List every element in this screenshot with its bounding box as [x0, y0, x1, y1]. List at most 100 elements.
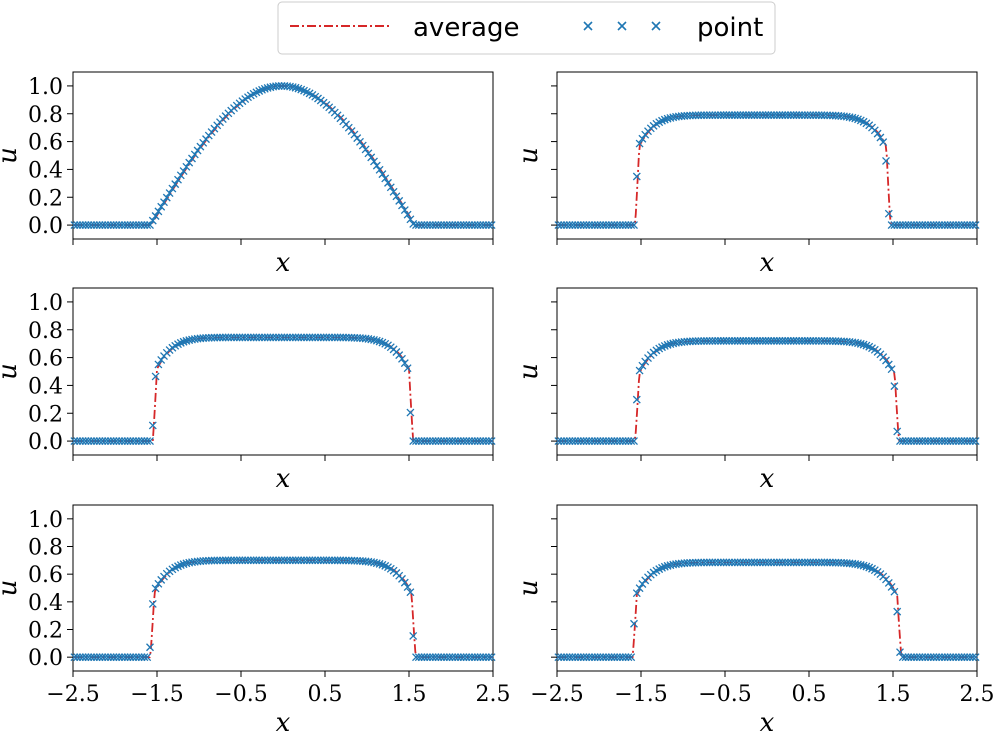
- point-marker: [602, 653, 610, 662]
- point-marker: [476, 653, 485, 662]
- point-marker: [384, 178, 392, 187]
- point-marker: [770, 558, 778, 567]
- point-marker: [462, 221, 471, 230]
- point-marker: [70, 437, 79, 446]
- point-marker: [784, 558, 792, 567]
- point-marker: [168, 184, 177, 193]
- point-marker: [554, 437, 563, 446]
- point-marker: [134, 653, 143, 662]
- point-marker: [70, 653, 79, 662]
- plot-frame: [556, 287, 978, 456]
- point-marker: [316, 333, 325, 342]
- point-marker: [260, 333, 269, 342]
- point-marker: [151, 372, 160, 381]
- point-marker: [440, 653, 448, 662]
- point-marker: [739, 558, 748, 567]
- point-marker: [297, 556, 306, 565]
- x-tick-label: −1.5: [130, 682, 183, 707]
- point-marker: [305, 556, 314, 565]
- point-marker: [557, 221, 566, 230]
- point-marker: [76, 653, 84, 662]
- point-marker: [465, 437, 474, 446]
- point-marker: [893, 607, 902, 616]
- point-marker: [607, 437, 616, 446]
- y-tick-label: 0.2: [28, 619, 63, 644]
- point-marker: [372, 161, 381, 170]
- point-marker: [747, 336, 756, 345]
- point-marker: [932, 437, 941, 446]
- point-marker: [971, 437, 980, 446]
- point-marker: [140, 221, 149, 230]
- y-tick-label: 0.4: [28, 158, 63, 183]
- point-marker: [277, 556, 286, 565]
- point-marker: [277, 333, 286, 342]
- point-marker: [95, 437, 104, 446]
- point-marker: [381, 174, 390, 183]
- point-marker: [728, 558, 736, 567]
- point-marker: [618, 653, 627, 662]
- point-marker: [901, 221, 910, 230]
- point-marker: [966, 221, 974, 230]
- point-marker: [104, 437, 112, 446]
- point-marker: [856, 561, 865, 569]
- point-marker: [579, 437, 588, 446]
- point-marker: [437, 437, 446, 446]
- point-marker: [272, 556, 280, 565]
- point-marker: [756, 558, 764, 567]
- point-marker: [635, 366, 644, 375]
- point-marker: [744, 336, 753, 345]
- point-marker: [912, 653, 921, 662]
- y-tick-label: 0.6: [28, 563, 63, 588]
- point-marker: [750, 111, 759, 120]
- point-marker: [604, 437, 613, 446]
- point-marker: [767, 336, 776, 345]
- point-marker: [747, 111, 756, 120]
- y-tick-label: 0.8: [28, 319, 63, 344]
- point-marker: [227, 556, 236, 565]
- point-marker: [120, 221, 129, 230]
- point-marker: [148, 421, 157, 430]
- point-marker: [95, 221, 104, 230]
- point-marker: [249, 556, 258, 565]
- point-marker: [90, 437, 98, 446]
- point-marker: [487, 653, 496, 662]
- point-marker: [115, 653, 124, 662]
- point-marker: [409, 437, 418, 446]
- point-marker: [630, 437, 638, 446]
- point-marker: [115, 221, 124, 230]
- point-marker: [81, 221, 90, 230]
- point-marker: [420, 437, 429, 446]
- point-marker: [562, 653, 571, 662]
- point-marker: [627, 437, 636, 446]
- point-marker: [761, 111, 770, 120]
- point-marker: [904, 653, 913, 662]
- point-marker: [596, 653, 605, 662]
- point-marker: [602, 221, 610, 230]
- point-marker: [898, 653, 907, 662]
- point-marker: [753, 558, 762, 567]
- point-marker: [932, 221, 941, 230]
- point-marker: [101, 221, 110, 230]
- point-marker: [901, 437, 910, 446]
- point-marker: [482, 437, 490, 446]
- point-marker: [896, 221, 904, 230]
- point-marker: [308, 333, 317, 342]
- point-marker: [795, 111, 804, 120]
- point-marker: [582, 221, 591, 230]
- point-marker: [437, 653, 446, 662]
- point-marker: [806, 558, 815, 567]
- point-marker: [761, 336, 770, 345]
- y-axis-label: u: [0, 363, 23, 380]
- point-marker: [482, 221, 490, 230]
- point-marker: [280, 333, 289, 342]
- point-marker: [294, 333, 303, 342]
- point-marker: [742, 336, 750, 345]
- point-marker: [929, 437, 938, 446]
- point-marker: [618, 221, 627, 230]
- point-marker: [884, 209, 893, 218]
- point-marker: [412, 437, 420, 446]
- point-marker: [230, 556, 238, 565]
- point-marker: [263, 333, 272, 342]
- point-marker: [856, 339, 865, 348]
